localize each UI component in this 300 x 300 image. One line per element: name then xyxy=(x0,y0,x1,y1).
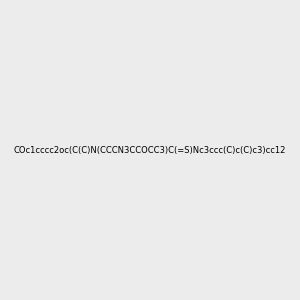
Text: COc1cccc2oc(C(C)N(CCCN3CCOCC3)C(=S)Nc3ccc(C)c(C)c3)cc12: COc1cccc2oc(C(C)N(CCCN3CCOCC3)C(=S)Nc3cc… xyxy=(14,146,286,154)
